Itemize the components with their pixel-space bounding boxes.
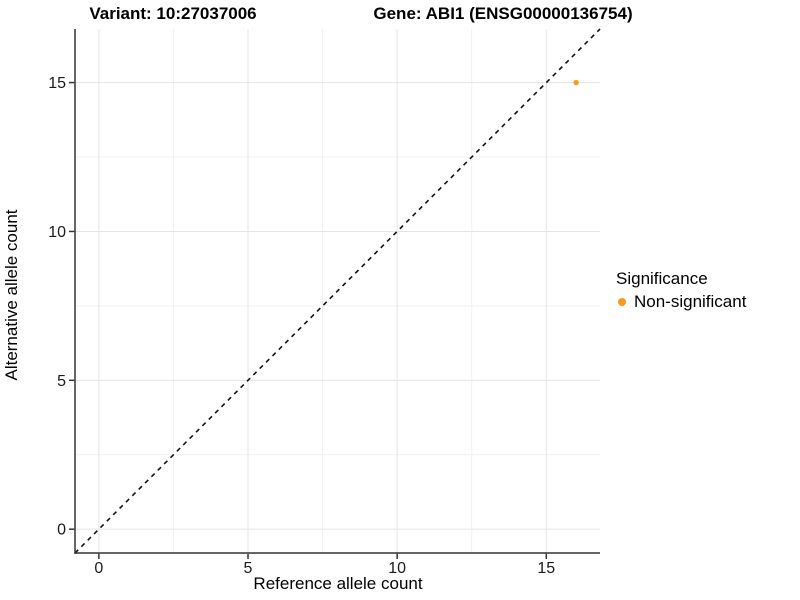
legend-title: Significance (616, 269, 708, 288)
x-tick-label: 10 (388, 560, 406, 577)
legend-entry-label: Non-significant (634, 292, 747, 311)
y-tick-label: 10 (48, 224, 66, 241)
legend-entry: Non-significant (616, 292, 746, 312)
x-tick-label: 5 (244, 560, 253, 577)
legend: Significance Non-significant (616, 269, 746, 312)
x-tick-label: 15 (537, 560, 555, 577)
x-tick-label: 0 (94, 560, 103, 577)
variant-title: Variant: 10:27037006 (89, 4, 257, 23)
y-tick-label: 5 (57, 373, 66, 390)
identity-dashed-line (74, 28, 601, 554)
y-axis-title: Alternative allele count (2, 209, 21, 381)
x-axis-title: Reference allele count (253, 574, 423, 593)
y-tick-label: 15 (48, 75, 66, 92)
data-point (573, 79, 579, 86)
gene-title: Gene: ABI1 (ENSG00000136754) (373, 4, 633, 23)
legend-point-swatch (618, 298, 626, 306)
y-tick-label: 0 (57, 522, 66, 539)
